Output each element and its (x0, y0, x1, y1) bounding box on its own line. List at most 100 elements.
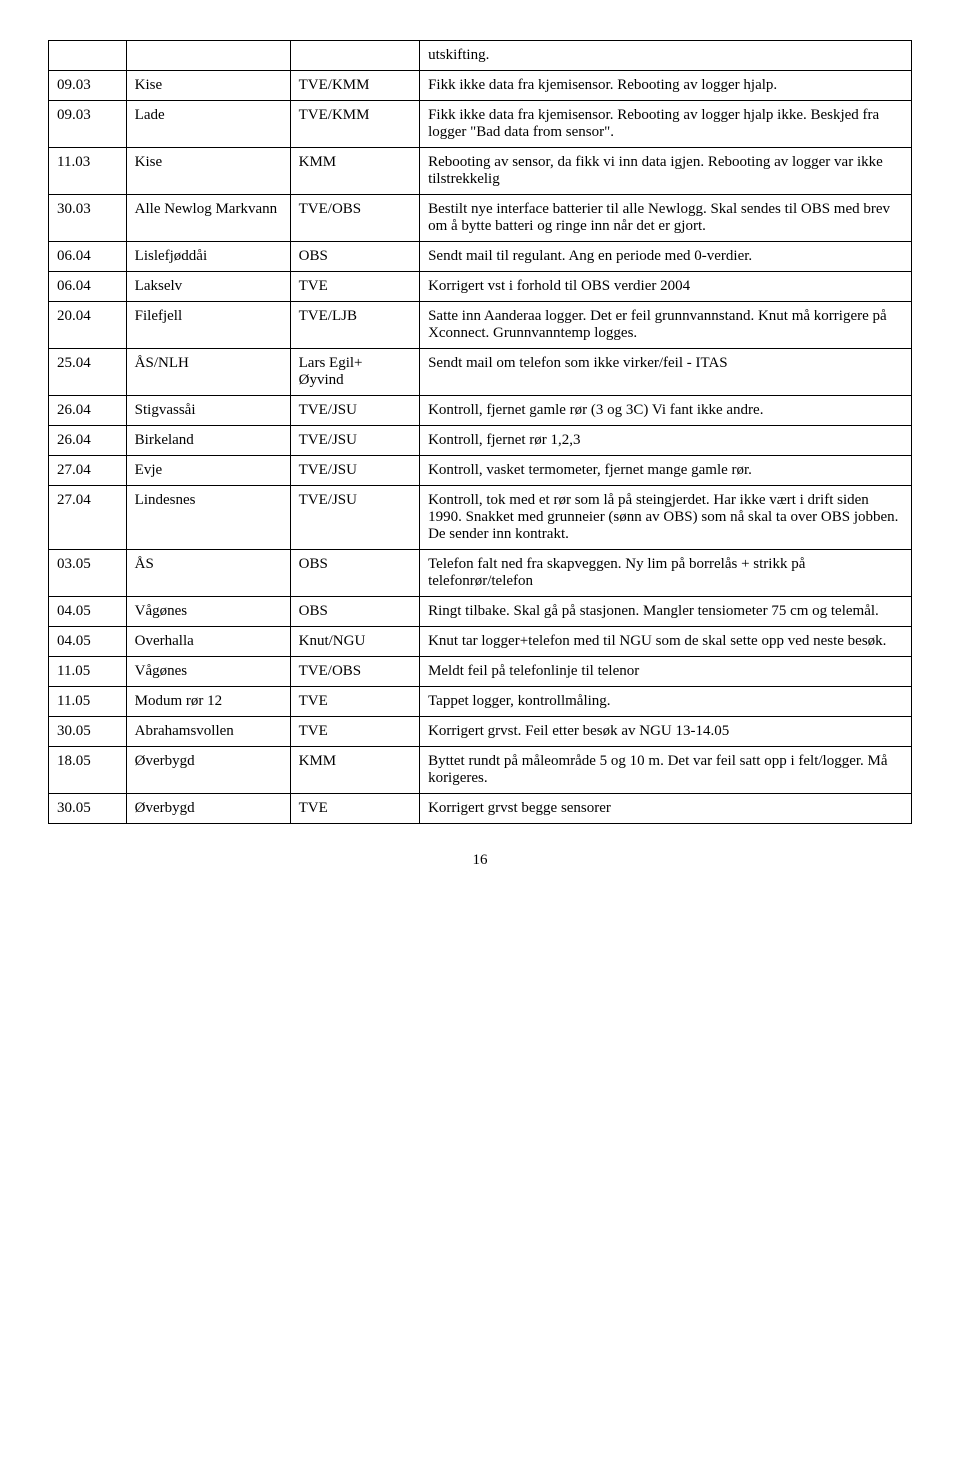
page-number: 16 (48, 852, 912, 869)
table-cell-c3: TVE/JSU (290, 486, 419, 550)
table-cell-c4: Sendt mail til regulant. Ang en periode … (420, 242, 912, 272)
table-cell-c4: Knut tar logger+telefon med til NGU som … (420, 627, 912, 657)
table-cell-c1: 25.04 (49, 349, 127, 396)
table-cell-c2: Øverbygd (126, 747, 290, 794)
table-cell-c4: Kontroll, vasket termometer, fjernet man… (420, 456, 912, 486)
table-cell-c4: Meldt feil på telefonlinje til telenor (420, 657, 912, 687)
table-row: 27.04EvjeTVE/JSUKontroll, vasket termome… (49, 456, 912, 486)
table-row: 30.03Alle Newlog MarkvannTVE/OBSBestilt … (49, 195, 912, 242)
table-cell-c1: 26.04 (49, 426, 127, 456)
table-cell-c3: TVE (290, 717, 419, 747)
table-cell-c4: utskifting. (420, 41, 912, 71)
table-row: 30.05ØverbygdTVEKorrigert grvst begge se… (49, 794, 912, 824)
table-row: utskifting. (49, 41, 912, 71)
table-cell-c3: OBS (290, 242, 419, 272)
table-cell-c4: Bestilt nye interface batterier til alle… (420, 195, 912, 242)
table-cell-c1: 18.05 (49, 747, 127, 794)
table-cell-c2: Alle Newlog Markvann (126, 195, 290, 242)
table-cell-c3: Lars Egil+ Øyvind (290, 349, 419, 396)
table-cell-c2: Øverbygd (126, 794, 290, 824)
table-cell-c1: 26.04 (49, 396, 127, 426)
table-cell-c2: Filefjell (126, 302, 290, 349)
table-cell-c1 (49, 41, 127, 71)
table-cell-c3: TVE/OBS (290, 657, 419, 687)
table-cell-c3: TVE/JSU (290, 456, 419, 486)
table-row: 11.05VågønesTVE/OBSMeldt feil på telefon… (49, 657, 912, 687)
table-cell-c3 (290, 41, 419, 71)
table-cell-c2: Abrahamsvollen (126, 717, 290, 747)
table-cell-c4: Tappet logger, kontrollmåling. (420, 687, 912, 717)
table-row: 09.03KiseTVE/KMMFikk ikke data fra kjemi… (49, 71, 912, 101)
table-cell-c2: Stigvassåi (126, 396, 290, 426)
table-cell-c2: Evje (126, 456, 290, 486)
table-row: 26.04StigvassåiTVE/JSUKontroll, fjernet … (49, 396, 912, 426)
table-cell-c2 (126, 41, 290, 71)
table-row: 30.05AbrahamsvollenTVEKorrigert grvst. F… (49, 717, 912, 747)
table-cell-c4: Korrigert vst i forhold til OBS verdier … (420, 272, 912, 302)
table-cell-c2: Modum rør 12 (126, 687, 290, 717)
table-cell-c4: Ringt tilbake. Skal gå på stasjonen. Man… (420, 597, 912, 627)
table-cell-c4: Sendt mail om telefon som ikke virker/fe… (420, 349, 912, 396)
log-table: utskifting.09.03KiseTVE/KMMFikk ikke dat… (48, 40, 912, 824)
table-cell-c2: Lakselv (126, 272, 290, 302)
table-cell-c1: 30.03 (49, 195, 127, 242)
table-row: 04.05OverhallaKnut/NGUKnut tar logger+te… (49, 627, 912, 657)
table-cell-c4: Satte inn Aanderaa logger. Det er feil g… (420, 302, 912, 349)
table-cell-c3: OBS (290, 597, 419, 627)
table-cell-c2: Lislefjøddåi (126, 242, 290, 272)
table-cell-c1: 27.04 (49, 456, 127, 486)
table-cell-c3: TVE/JSU (290, 426, 419, 456)
table-cell-c4: Kontroll, tok med et rør som lå på stein… (420, 486, 912, 550)
table-cell-c3: TVE (290, 272, 419, 302)
table-cell-c4: Fikk ikke data fra kjemisensor. Rebootin… (420, 71, 912, 101)
table-cell-c3: TVE (290, 687, 419, 717)
table-cell-c3: TVE/KMM (290, 101, 419, 148)
table-row: 26.04BirkelandTVE/JSUKontroll, fjernet r… (49, 426, 912, 456)
table-cell-c4: Rebooting av sensor, da fikk vi inn data… (420, 148, 912, 195)
table-row: 06.04LislefjøddåiOBSSendt mail til regul… (49, 242, 912, 272)
table-cell-c1: 11.05 (49, 687, 127, 717)
table-cell-c1: 30.05 (49, 794, 127, 824)
table-cell-c1: 06.04 (49, 242, 127, 272)
table-row: 20.04FilefjellTVE/LJBSatte inn Aanderaa … (49, 302, 912, 349)
table-row: 11.05Modum rør 12TVETappet logger, kontr… (49, 687, 912, 717)
table-row: 18.05ØverbygdKMMByttet rundt på måleområ… (49, 747, 912, 794)
table-cell-c1: 30.05 (49, 717, 127, 747)
table-cell-c2: ÅS (126, 550, 290, 597)
table-cell-c4: Telefon falt ned fra skapveggen. Ny lim … (420, 550, 912, 597)
table-cell-c1: 04.05 (49, 627, 127, 657)
table-cell-c4: Byttet rundt på måleområde 5 og 10 m. De… (420, 747, 912, 794)
table-row: 03.05ÅSOBSTelefon falt ned fra skapvegge… (49, 550, 912, 597)
table-cell-c1: 06.04 (49, 272, 127, 302)
table-cell-c2: Kise (126, 71, 290, 101)
table-cell-c1: 09.03 (49, 71, 127, 101)
table-cell-c1: 09.03 (49, 101, 127, 148)
table-cell-c3: Knut/NGU (290, 627, 419, 657)
table-cell-c2: Kise (126, 148, 290, 195)
table-cell-c2: Birkeland (126, 426, 290, 456)
table-row: 25.04ÅS/NLHLars Egil+ ØyvindSendt mail o… (49, 349, 912, 396)
table-cell-c2: ÅS/NLH (126, 349, 290, 396)
table-cell-c1: 11.03 (49, 148, 127, 195)
table-cell-c1: 27.04 (49, 486, 127, 550)
table-cell-c3: TVE/LJB (290, 302, 419, 349)
table-cell-c3: KMM (290, 747, 419, 794)
table-cell-c4: Korrigert grvst. Feil etter besøk av NGU… (420, 717, 912, 747)
table-row: 04.05VågønesOBSRingt tilbake. Skal gå på… (49, 597, 912, 627)
table-cell-c2: Lade (126, 101, 290, 148)
table-cell-c3: TVE/OBS (290, 195, 419, 242)
table-cell-c4: Fikk ikke data fra kjemisensor. Rebootin… (420, 101, 912, 148)
table-cell-c2: Overhalla (126, 627, 290, 657)
table-row: 11.03KiseKMMRebooting av sensor, da fikk… (49, 148, 912, 195)
table-cell-c2: Vågønes (126, 597, 290, 627)
table-cell-c3: TVE/KMM (290, 71, 419, 101)
table-cell-c3: TVE (290, 794, 419, 824)
table-row: 06.04LakselvTVEKorrigert vst i forhold t… (49, 272, 912, 302)
table-cell-c4: Kontroll, fjernet gamle rør (3 og 3C) Vi… (420, 396, 912, 426)
table-row: 09.03LadeTVE/KMMFikk ikke data fra kjemi… (49, 101, 912, 148)
table-cell-c4: Korrigert grvst begge sensorer (420, 794, 912, 824)
table-cell-c4: Kontroll, fjernet rør 1,2,3 (420, 426, 912, 456)
table-cell-c1: 11.05 (49, 657, 127, 687)
table-cell-c1: 03.05 (49, 550, 127, 597)
table-row: 27.04LindesnesTVE/JSUKontroll, tok med e… (49, 486, 912, 550)
